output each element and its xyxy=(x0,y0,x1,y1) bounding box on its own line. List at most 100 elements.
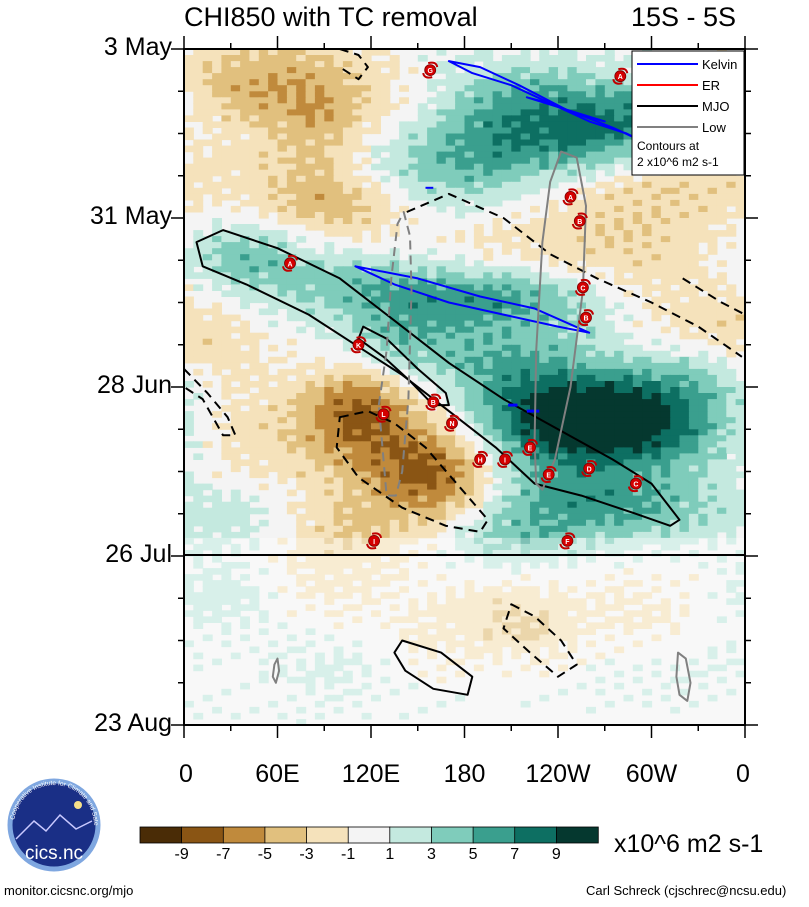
anomaly-cell xyxy=(464,477,475,485)
anomaly-cell xyxy=(342,121,353,128)
anomaly-cell xyxy=(473,79,484,86)
anomaly-cell xyxy=(473,157,484,165)
anomaly-cell xyxy=(296,326,307,334)
anomaly-cell xyxy=(473,610,484,617)
anomaly-cell xyxy=(501,320,512,328)
anomaly-cell xyxy=(230,145,241,153)
anomaly-cell xyxy=(249,187,260,195)
anomaly-cell xyxy=(614,278,625,285)
anomaly-cell xyxy=(660,290,671,297)
anomaly-cell xyxy=(399,127,409,135)
anomaly-cell xyxy=(632,556,643,563)
anomaly-cell xyxy=(342,495,353,503)
anomaly-cell xyxy=(230,338,241,346)
anomaly-cell xyxy=(427,417,438,424)
anomaly-cell xyxy=(296,405,307,412)
anomaly-cell xyxy=(305,224,316,231)
anomaly-cell xyxy=(539,405,550,412)
anomaly-cell xyxy=(716,616,727,623)
anomaly-cell xyxy=(614,441,625,448)
anomaly-cell xyxy=(464,447,475,454)
anomaly-cell xyxy=(492,272,503,279)
anomaly-cell xyxy=(660,694,671,702)
anomaly-cell xyxy=(212,193,222,201)
anomaly-cell xyxy=(642,688,653,696)
anomaly-cell xyxy=(567,338,578,346)
anomaly-cell xyxy=(296,187,307,195)
anomaly-cell xyxy=(408,145,419,153)
anomaly-cell xyxy=(342,362,353,370)
anomaly-cell xyxy=(576,598,587,605)
anomaly-cell xyxy=(286,308,297,316)
anomaly-cell xyxy=(427,181,438,189)
anomaly-cell xyxy=(193,151,204,159)
anomaly-cell xyxy=(324,314,335,322)
cyclone-swirl xyxy=(350,336,367,354)
anomaly-cell xyxy=(286,272,297,279)
anomaly-cell xyxy=(389,550,400,557)
anomaly-cell xyxy=(352,429,363,436)
anomaly-cell xyxy=(679,362,690,370)
cyclone-marker: E xyxy=(540,466,557,483)
anomaly-cell xyxy=(324,260,335,267)
anomaly-cell xyxy=(614,471,625,479)
anomaly-cell xyxy=(333,694,344,702)
anomaly-cell xyxy=(623,145,634,153)
anomaly-cell xyxy=(408,218,419,225)
anomaly-cell xyxy=(660,260,671,267)
anomaly-cell xyxy=(464,115,475,122)
anomaly-cell xyxy=(389,688,400,696)
anomaly-cell xyxy=(230,181,241,189)
anomaly-cell xyxy=(399,205,409,213)
anomaly-cell xyxy=(492,537,503,545)
anomaly-cell xyxy=(604,103,615,110)
anomaly-cell xyxy=(716,435,727,442)
anomaly-cell xyxy=(604,236,615,243)
anomaly-cell xyxy=(492,453,503,460)
anomaly-cell xyxy=(539,531,550,539)
anomaly-cell xyxy=(501,338,512,346)
anomaly-cell xyxy=(296,199,307,207)
anomaly-cell xyxy=(642,236,653,243)
anomaly-cell xyxy=(352,55,363,62)
anomaly-cell xyxy=(286,115,297,122)
anomaly-cell xyxy=(445,85,456,92)
anomaly-cell xyxy=(576,199,587,207)
anomaly-cell xyxy=(530,121,540,128)
anomaly-cell xyxy=(520,278,531,285)
anomaly-cell xyxy=(212,266,222,273)
anomaly-cell xyxy=(427,429,438,436)
anomaly-cell xyxy=(539,501,550,509)
anomaly-cell xyxy=(230,151,241,159)
anomaly-cell xyxy=(716,193,727,201)
anomaly-cell xyxy=(455,387,466,394)
anomaly-cell xyxy=(735,393,745,400)
anomaly-cell xyxy=(586,537,596,545)
anomaly-cell xyxy=(408,284,419,291)
anomaly-cell xyxy=(436,368,447,376)
anomaly-cell xyxy=(202,266,213,273)
anomaly-cell xyxy=(380,308,391,316)
anomaly-cell xyxy=(586,501,596,509)
cyclone-dot xyxy=(583,462,596,475)
anomaly-cell xyxy=(576,489,587,497)
anomaly-cell xyxy=(726,199,737,207)
anomaly-cell xyxy=(595,314,606,322)
anomaly-cell xyxy=(707,199,718,207)
anomaly-cell xyxy=(604,622,615,629)
anomaly-cell xyxy=(576,459,587,466)
anomaly-cell xyxy=(277,103,288,110)
anomaly-cell xyxy=(567,133,578,141)
anomaly-cell xyxy=(305,145,316,153)
anomaly-cell xyxy=(492,562,503,569)
anomaly-cell xyxy=(286,205,297,213)
anomaly-cell xyxy=(436,350,447,358)
anomaly-cell xyxy=(324,537,335,545)
anomaly-cell xyxy=(586,302,596,310)
anomaly-cell xyxy=(389,435,400,442)
anomaly-cell xyxy=(735,610,745,617)
anomaly-cell xyxy=(492,495,503,503)
anomaly-cell xyxy=(249,296,260,304)
anomaly-cell xyxy=(530,483,540,491)
anomaly-cell xyxy=(679,399,690,406)
